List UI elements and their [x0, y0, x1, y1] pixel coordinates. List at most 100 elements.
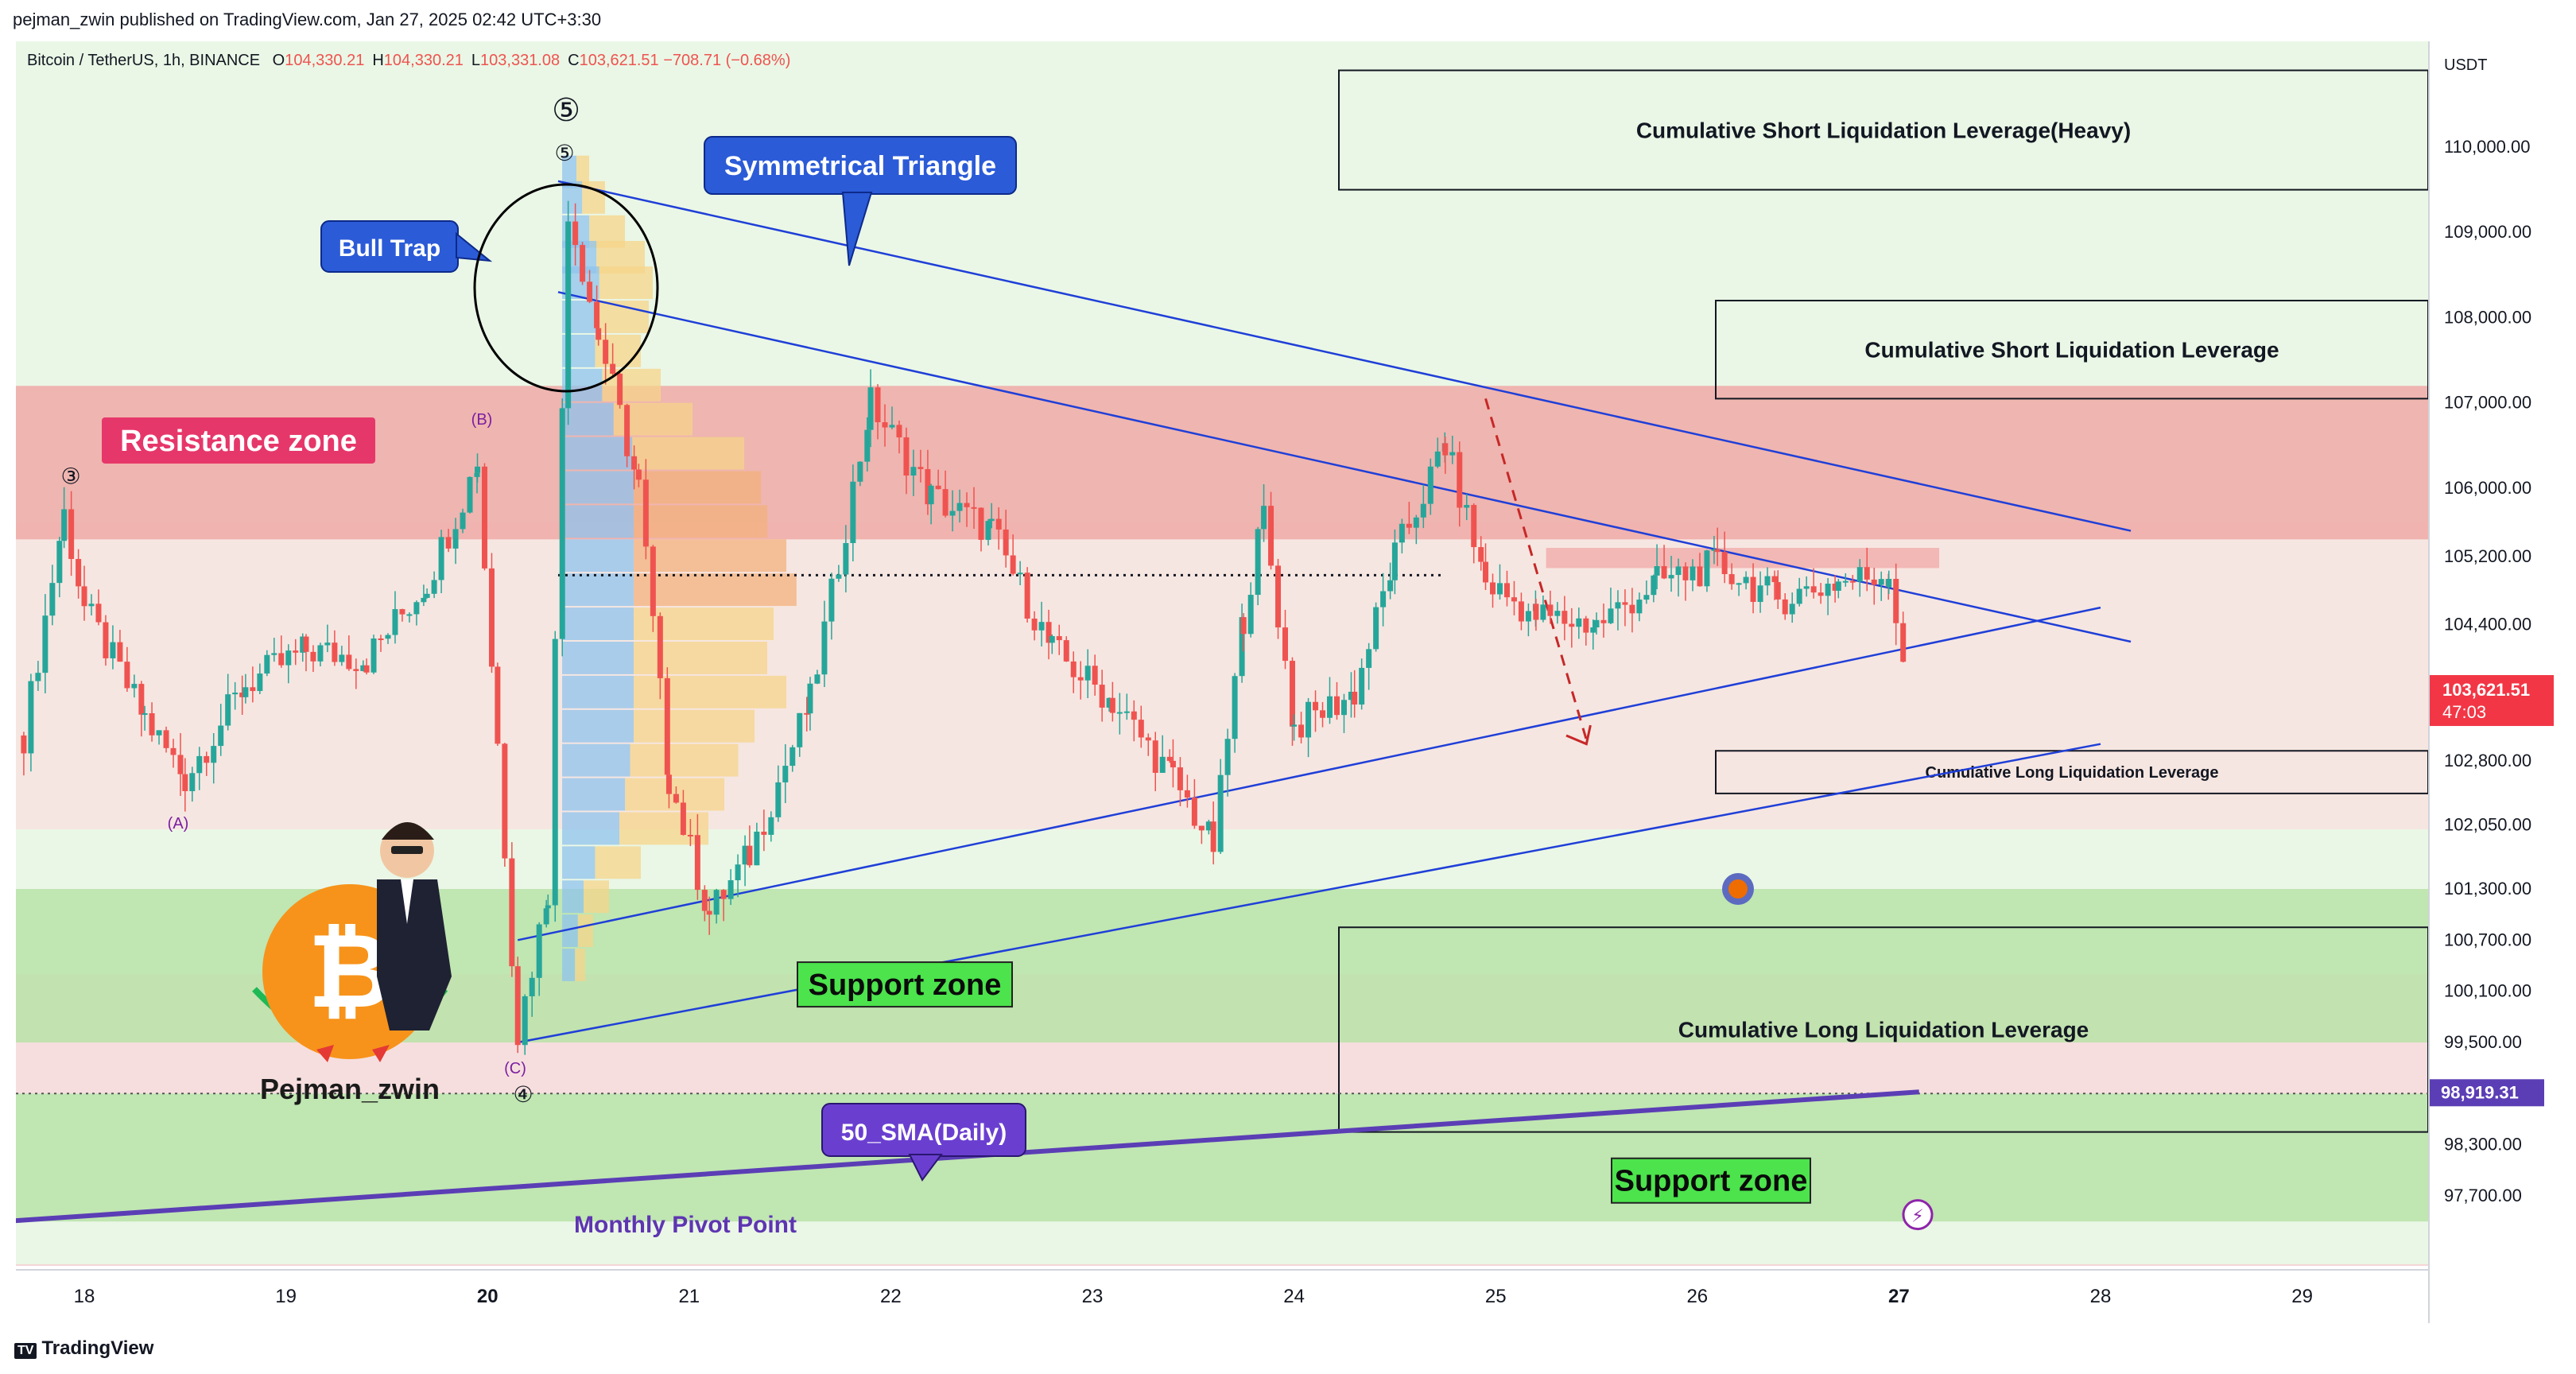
wave-5-top-label: ⑤: [552, 93, 580, 128]
candle-body: [882, 422, 888, 428]
candle-body: [754, 831, 760, 866]
candle-body: [1796, 588, 1802, 604]
volume-profile-bar: [562, 880, 584, 914]
candle-body: [1298, 724, 1305, 738]
candle-body: [1442, 443, 1449, 456]
y-tick-label: 109,000.00: [2444, 222, 2531, 242]
resistance-zone-tag: [102, 417, 375, 464]
tradingview-logo[interactable]: TV TradingView: [14, 1337, 153, 1360]
candle-body: [650, 546, 656, 616]
candle-body: [1109, 697, 1115, 713]
candle-body: [552, 638, 558, 906]
candle-body: [438, 537, 444, 580]
chart-svg[interactable]: Cumulative Short Liquidation Leverage(He…: [16, 41, 2428, 1266]
candle-body: [250, 687, 256, 692]
candle-body: [522, 996, 528, 1046]
x-tick-label: 19: [275, 1286, 297, 1307]
candle-body: [1654, 566, 1660, 576]
candle-body: [665, 774, 672, 794]
candle-body: [807, 683, 813, 714]
candle-body: [1697, 566, 1703, 587]
candle-body: [156, 730, 162, 736]
candle-body: [1728, 574, 1735, 584]
volume-profile-bar: [602, 368, 661, 402]
trendline-triangle-upper[interactable]: [557, 180, 2132, 532]
bull-trap-pointer: [456, 231, 493, 262]
wave-5-label: ⑤: [554, 141, 574, 165]
candle-body: [1668, 575, 1674, 579]
countdown-label: 47:03: [2442, 702, 2486, 722]
candle-body: [61, 509, 68, 541]
volume-profile-bar: [577, 914, 594, 948]
y-tick-label: 106,000.00: [2444, 478, 2531, 498]
candle-body: [1743, 576, 1749, 584]
candle-body: [1399, 523, 1405, 543]
candle-body: [964, 503, 970, 507]
candle-body: [242, 687, 249, 697]
y-tick-label: 99,500.00: [2444, 1032, 2522, 1052]
candle-body: [1359, 667, 1365, 705]
trendline-inner-upper[interactable]: [557, 291, 2132, 643]
candle-body: [370, 638, 377, 673]
candle-body: [1166, 756, 1173, 761]
candle-body: [775, 782, 782, 817]
chart-plot-area[interactable]: Cumulative Short Liquidation Leverage(He…: [16, 41, 2428, 1266]
candle-body: [1210, 821, 1216, 852]
candle-body: [821, 621, 828, 675]
candle-body: [452, 529, 459, 549]
candle-body: [317, 645, 324, 662]
candle-body: [285, 650, 292, 666]
volume-profile-bar: [595, 334, 642, 367]
candle-body: [271, 653, 277, 655]
candle-body: [836, 574, 842, 579]
candle-body: [1757, 585, 1763, 602]
volume-profile-bar: [634, 607, 774, 640]
candle-body: [1240, 617, 1247, 635]
volume-profile-bar: [562, 437, 633, 470]
y-tick-label: 100,700.00: [2444, 930, 2531, 949]
time-axis[interactable]: 18 19 20 21 22 23 24 25 26 27 28 29: [16, 1269, 2428, 1322]
sma-price-tag[interactable]: [2430, 1079, 2544, 1107]
y-tick-label: 100,100.00: [2444, 981, 2531, 1001]
candle-body: [1291, 724, 1298, 727]
wave-a-label: (A): [168, 815, 189, 833]
candle-body: [392, 609, 398, 635]
y-tick-label: 98,300.00: [2444, 1135, 2522, 1155]
candle-body: [495, 666, 501, 744]
current-price-tag[interactable]: [2430, 675, 2554, 727]
candle-body: [949, 510, 956, 516]
candle-body: [572, 221, 579, 246]
candle-body: [1413, 517, 1419, 528]
candle-body: [1191, 797, 1197, 826]
candle-body: [565, 221, 572, 409]
candle-body: [1576, 618, 1582, 627]
volume-profile-bar: [562, 402, 614, 436]
trendline-triangle-lower[interactable]: [518, 743, 2101, 1044]
ohlc-part: H: [372, 52, 383, 69]
lightning-icon[interactable]: [1902, 1199, 1934, 1231]
candle-body: [701, 890, 708, 911]
candle-body: [1478, 547, 1484, 562]
top-bar: pejman_zwin published on TradingView.com…: [0, 0, 2576, 41]
candle-body: [21, 735, 27, 754]
candle-body: [1239, 617, 1245, 677]
candle-body: [761, 831, 767, 835]
candle-body: [559, 408, 565, 639]
candle-body: [935, 485, 941, 490]
sma-callout-label: 50_SMA(Daily): [841, 1120, 1007, 1146]
ohlc-part: −708.71 (−0.68%): [663, 52, 790, 69]
candle-body: [631, 456, 638, 470]
candle-body: [850, 481, 856, 543]
candle-body: [1775, 582, 1781, 600]
candle-body: [1434, 451, 1441, 467]
price-axis[interactable]: USDT 110,000.00 109,000.00 108,000.00 107,00…: [2428, 41, 2576, 1323]
candle-body: [1152, 740, 1158, 773]
candle-body: [735, 864, 741, 881]
avatar-shirt: [401, 879, 413, 924]
candle-body: [1275, 565, 1282, 628]
candle-body: [257, 673, 263, 692]
candle-body: [300, 636, 306, 653]
candle-body: [642, 479, 649, 547]
trendline-inner-lower[interactable]: [517, 606, 2101, 941]
candle-body: [1483, 561, 1489, 583]
